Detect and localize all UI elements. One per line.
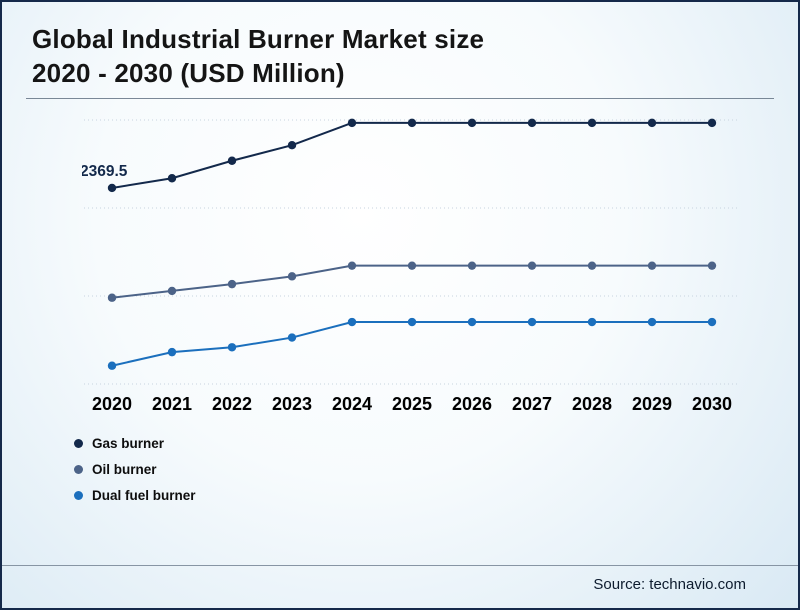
legend-dot-icon	[74, 491, 83, 500]
legend-label: Dual fuel burner	[92, 488, 196, 503]
legend-label: Oil burner	[92, 462, 157, 477]
data-point	[468, 119, 476, 127]
data-point	[468, 261, 476, 269]
title-divider	[26, 98, 774, 99]
data-point	[708, 119, 716, 127]
data-point	[648, 261, 656, 269]
legend-item: Oil burner	[74, 462, 196, 477]
page-title-line2: 2020 - 2030 (USD Million)	[32, 56, 484, 90]
data-point	[528, 261, 536, 269]
data-point	[408, 261, 416, 269]
data-point	[228, 157, 236, 165]
legend-dot-icon	[74, 439, 83, 448]
x-axis-label: 2020	[82, 394, 142, 415]
data-point	[108, 294, 116, 302]
legend: Gas burner Oil burner Dual fuel burner	[74, 436, 196, 503]
data-point	[348, 318, 356, 326]
chart-page: Global Industrial Burner Market size 202…	[0, 0, 800, 610]
data-point	[168, 348, 176, 356]
data-point	[708, 318, 716, 326]
data-point	[588, 261, 596, 269]
data-point	[588, 119, 596, 127]
data-point	[288, 333, 296, 341]
data-point	[588, 318, 596, 326]
legend-label: Gas burner	[92, 436, 164, 451]
data-point	[648, 318, 656, 326]
x-axis-label: 2026	[442, 394, 502, 415]
series-line	[112, 266, 712, 298]
x-axis-label: 2024	[322, 394, 382, 415]
footer-divider	[2, 565, 798, 566]
point-value-label: 2369.5	[82, 163, 128, 180]
x-axis-label: 2022	[202, 394, 262, 415]
data-point	[708, 261, 716, 269]
page-title: Global Industrial Burner Market size 202…	[32, 22, 484, 90]
data-point	[408, 119, 416, 127]
data-point	[168, 287, 176, 295]
x-axis-label: 2021	[142, 394, 202, 415]
data-point	[528, 318, 536, 326]
data-point	[348, 261, 356, 269]
legend-item: Gas burner	[74, 436, 196, 451]
x-axis-label: 2029	[622, 394, 682, 415]
data-point	[108, 184, 116, 192]
data-point	[168, 174, 176, 182]
data-point	[108, 362, 116, 370]
data-point	[408, 318, 416, 326]
x-axis-label: 2030	[682, 394, 742, 415]
x-axis-labels: 2020202120222023202420252026202720282029…	[82, 394, 742, 415]
x-axis-label: 2028	[562, 394, 622, 415]
legend-dot-icon	[74, 465, 83, 474]
legend-item: Dual fuel burner	[74, 488, 196, 503]
x-axis-label: 2023	[262, 394, 322, 415]
x-axis-label: 2027	[502, 394, 562, 415]
page-title-line1: Global Industrial Burner Market size	[32, 22, 484, 56]
x-axis-label: 2025	[382, 394, 442, 415]
source-text: Source: technavio.com	[593, 576, 746, 593]
data-point	[528, 119, 536, 127]
series-line	[112, 322, 712, 366]
data-point	[288, 141, 296, 149]
data-point	[228, 343, 236, 351]
data-point	[228, 280, 236, 288]
chart-svg: 2369.5	[82, 102, 742, 394]
data-point	[468, 318, 476, 326]
series-line	[112, 123, 712, 188]
data-point	[348, 119, 356, 127]
data-point	[288, 272, 296, 280]
data-point	[648, 119, 656, 127]
